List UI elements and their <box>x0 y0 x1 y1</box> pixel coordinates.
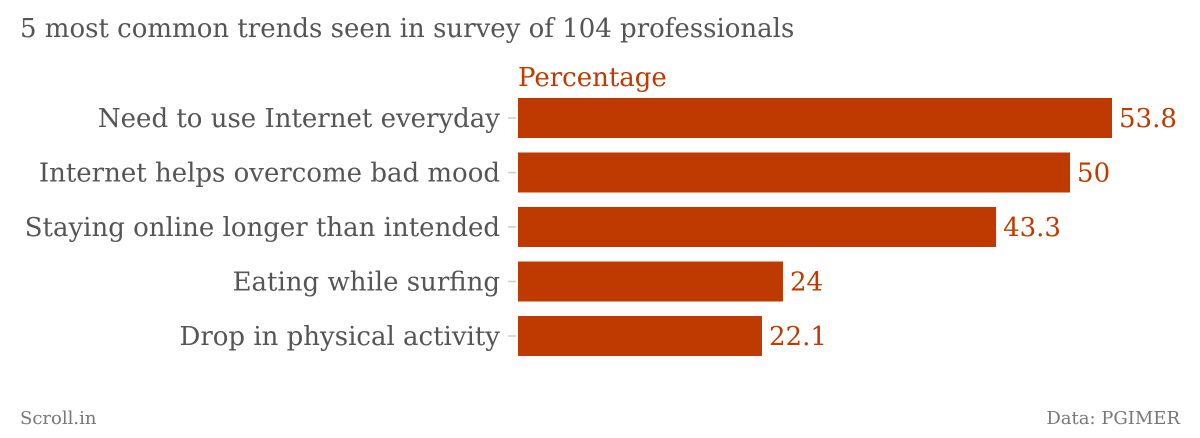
data-source: Data: PGIMER <box>1046 408 1180 429</box>
data-label: 24 <box>790 268 823 298</box>
bar <box>518 98 1112 138</box>
category-label: Eating while surfing <box>233 268 500 298</box>
data-label: 50 <box>1077 159 1110 189</box>
data-label: 22.1 <box>769 322 827 352</box>
bar <box>518 207 997 247</box>
category-label: Drop in physical activity <box>179 322 500 352</box>
category-label: Staying online longer than intended <box>25 213 500 243</box>
source-credit: Scroll.in <box>20 408 97 429</box>
data-label: 43.3 <box>1003 213 1061 243</box>
data-label: 53.8 <box>1119 104 1177 134</box>
bar <box>518 152 1071 193</box>
series-label: Percentage <box>518 63 667 93</box>
bar <box>518 316 763 356</box>
category-label: Need to use Internet everyday <box>98 104 500 134</box>
chart-title: 5 most common trends seen in survey of 1… <box>20 14 795 44</box>
bar <box>518 261 783 302</box>
category-label: Internet helps overcome bad mood <box>39 159 500 189</box>
